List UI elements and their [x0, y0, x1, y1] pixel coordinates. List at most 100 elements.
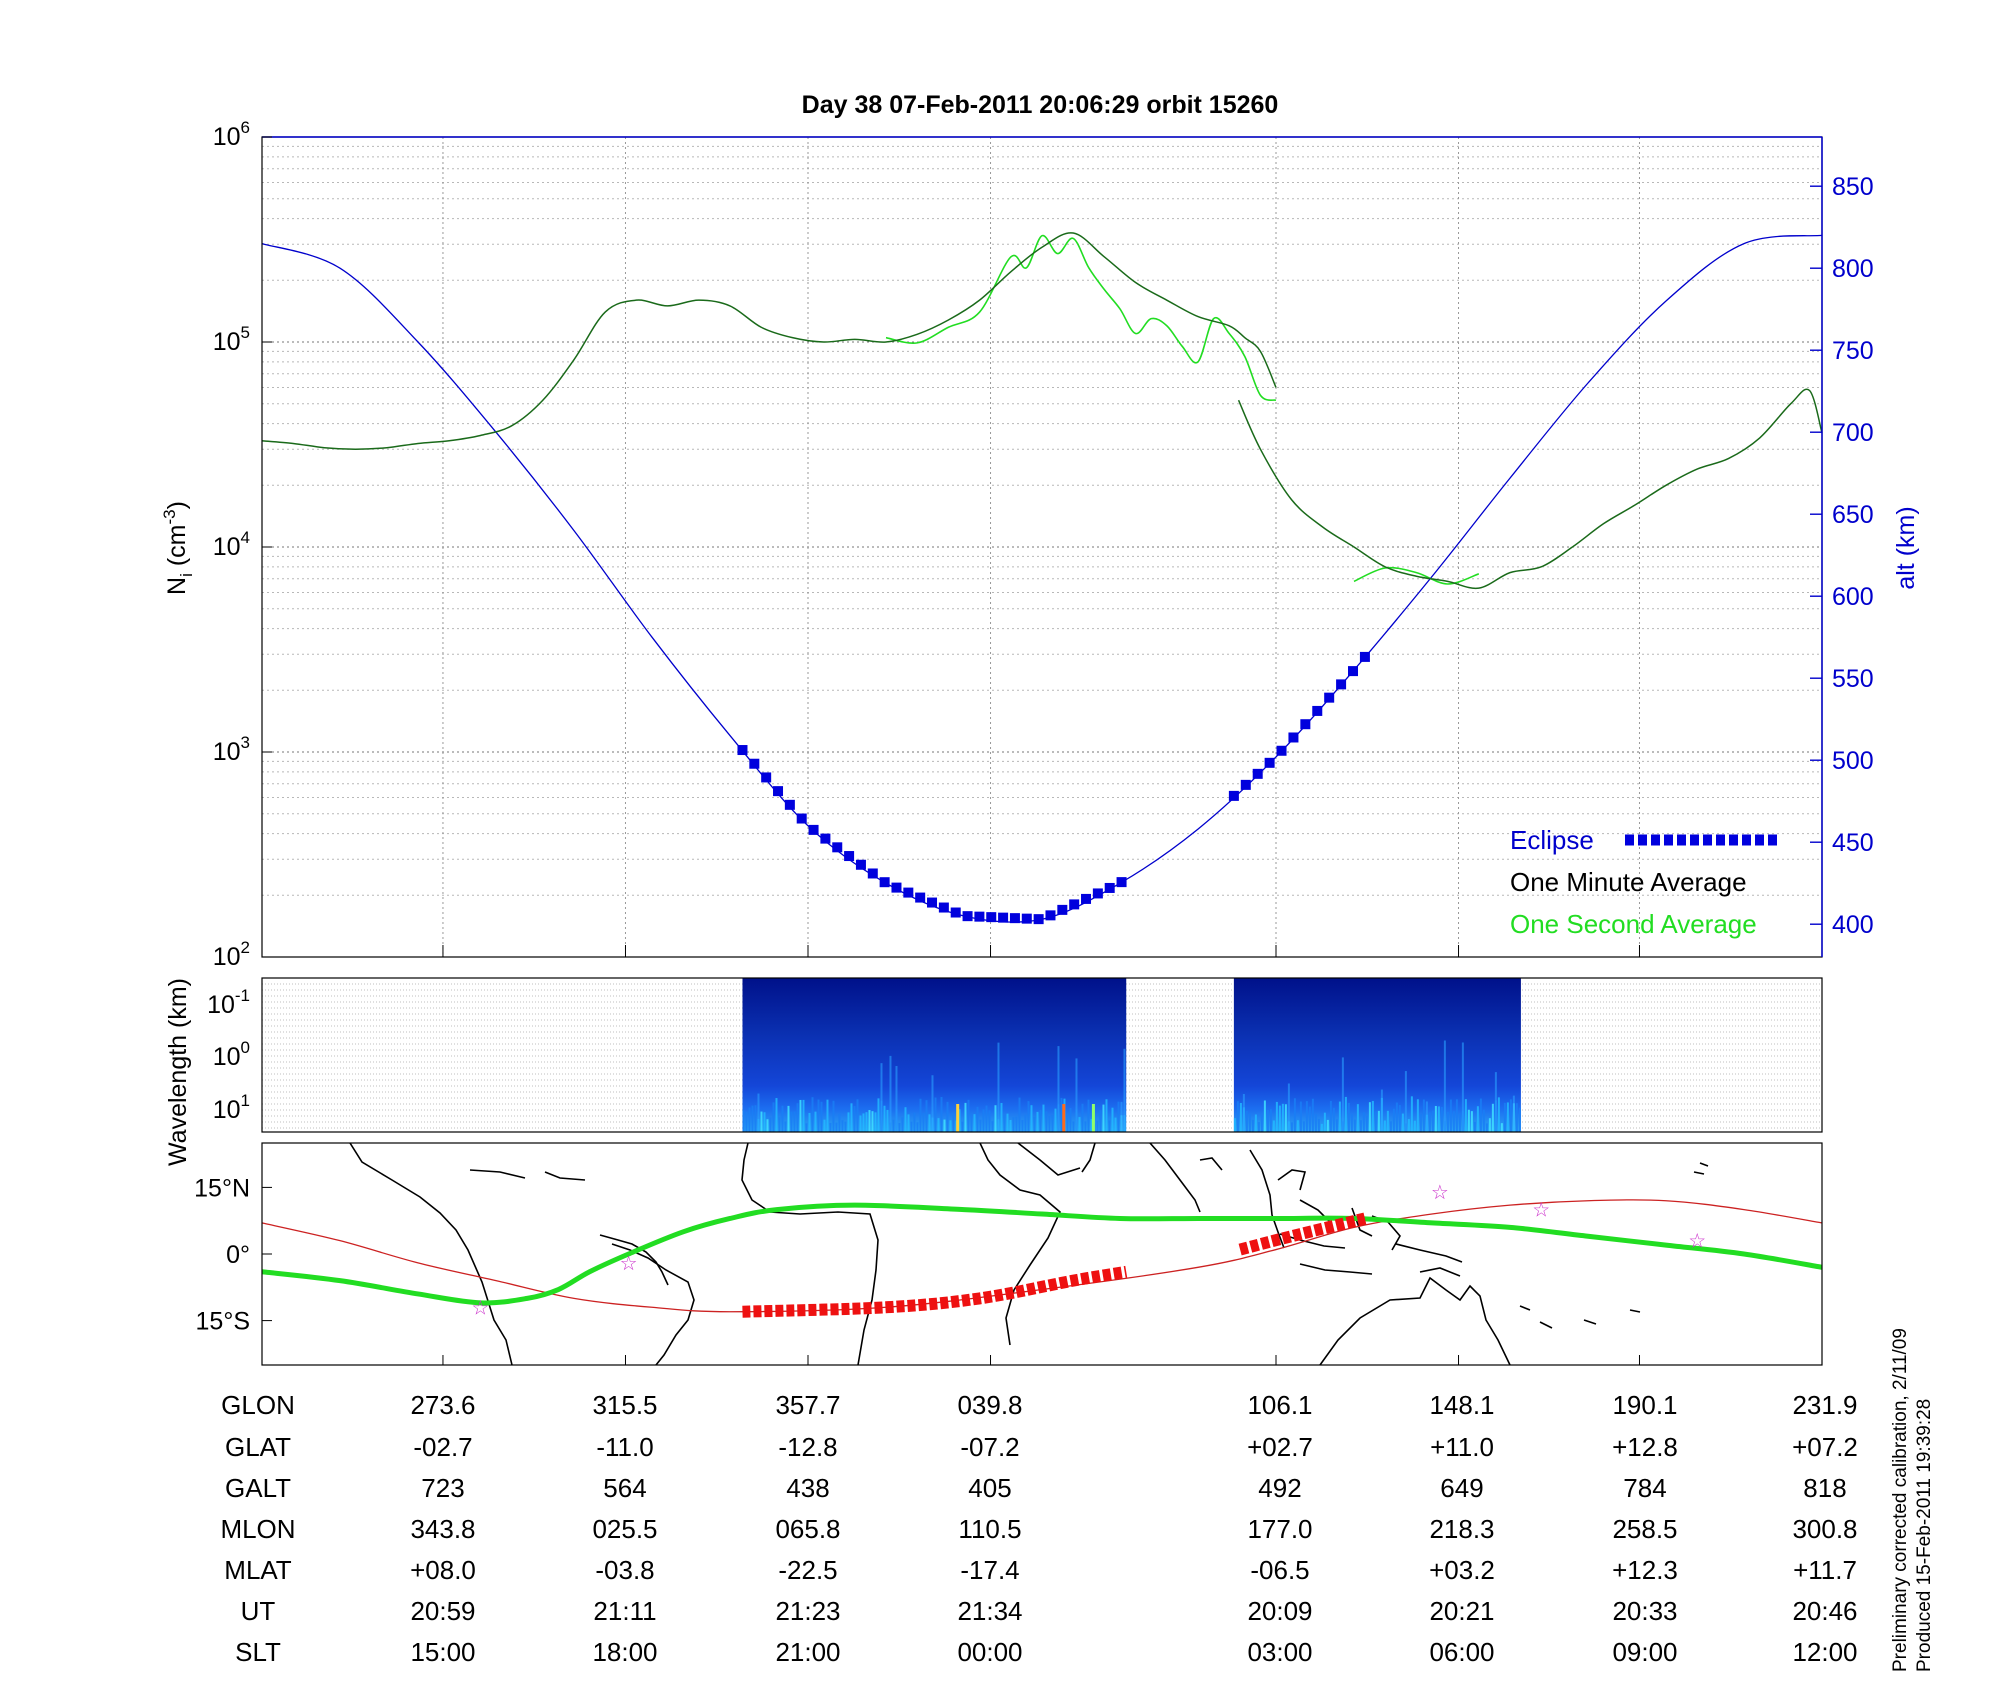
spectrogram-column — [1033, 1116, 1036, 1132]
eclipse-marker — [1252, 768, 1263, 779]
spectrogram-column — [1090, 1118, 1093, 1132]
spectrogram-column — [1332, 1107, 1335, 1132]
eclipse-marker — [974, 911, 985, 922]
table-row-label: SLT — [235, 1637, 281, 1667]
spectrogram-column — [1386, 1110, 1389, 1132]
spectrogram-streak — [1404, 1071, 1407, 1132]
spectrogram-column — [856, 1099, 859, 1132]
spectrogram-column — [766, 1119, 769, 1132]
spectrogram-column — [1317, 1118, 1320, 1132]
spectrogram-streak — [1461, 1042, 1464, 1132]
spectrogram-column — [1422, 1099, 1425, 1132]
spectrogram-column — [865, 1112, 868, 1132]
eclipse-marker — [761, 772, 772, 783]
coast-indonesia — [1299, 1243, 1463, 1277]
map-yticks: 15°N 0° 15°S — [194, 1174, 1640, 1365]
table-cell: 723 — [421, 1473, 464, 1503]
one-second-line — [885, 234, 1277, 402]
eclipse-marker — [1033, 914, 1044, 925]
eclipse-marker — [950, 907, 961, 918]
spectrogram-column — [1398, 1105, 1401, 1132]
altitude-tick-label: 850 — [1832, 173, 1874, 201]
legend-second-label: One Second Average — [1510, 909, 1757, 939]
altitude-tick-label: 500 — [1832, 747, 1874, 775]
spectrogram-column — [1506, 1102, 1509, 1132]
star-marker: ☆ — [620, 1253, 638, 1275]
spectrogram-column — [811, 1097, 814, 1132]
spectrogram-column — [754, 1105, 757, 1132]
spectrogram-column — [1350, 1114, 1353, 1132]
eclipse-marker — [915, 892, 926, 903]
footnote-produced: Produced 15-Feb-2011 19:39:28 — [1914, 1399, 1935, 1672]
table-row-label: GALT — [225, 1473, 291, 1503]
spectrogram-column — [760, 1111, 763, 1132]
spectrogram-column — [784, 1121, 787, 1132]
spectrogram-column — [1308, 1106, 1311, 1132]
table-cell: 03:00 — [1247, 1637, 1312, 1667]
table-cell: -03.8 — [595, 1555, 654, 1585]
spectrogram-streak — [1075, 1058, 1078, 1132]
spectrogram-column — [1518, 1107, 1521, 1132]
map-ytick-label: 15°S — [196, 1308, 250, 1336]
spectrogram-column — [820, 1101, 823, 1132]
star-marker: ☆ — [471, 1297, 489, 1319]
eclipse-marker — [784, 799, 795, 810]
table-cell: 564 — [603, 1473, 646, 1503]
spectrogram-column — [910, 1121, 913, 1132]
eclipse-marker — [1276, 745, 1287, 756]
spectrogram-column — [871, 1111, 874, 1132]
spectrogram-column — [1293, 1098, 1296, 1132]
spectrogram-hotspot — [956, 1104, 960, 1132]
eclipse-marker — [1288, 732, 1299, 743]
spectrogram-column — [1087, 1099, 1090, 1132]
map-tracks: ☆ ☆ ☆ ☆ ☆ — [261, 1182, 1823, 1319]
spectrogram-streak — [1512, 1095, 1515, 1132]
spectrogram-column — [1284, 1104, 1287, 1132]
table-cell: 20:46 — [1792, 1596, 1857, 1626]
eclipse-marker — [1264, 757, 1275, 768]
table-cell: 09:00 — [1612, 1637, 1677, 1667]
spectrogram-column — [853, 1106, 856, 1132]
eclipse-marker — [855, 859, 866, 870]
spectrogram-column — [1311, 1098, 1314, 1132]
table-cell: -02.7 — [413, 1432, 472, 1462]
spectrogram-column — [919, 1098, 922, 1132]
spectrogram-column — [1060, 1097, 1063, 1132]
spectrogram-column — [1431, 1110, 1434, 1132]
spectrogram-streak — [1123, 1048, 1126, 1132]
spectrogram-column — [928, 1114, 931, 1132]
eclipse-marker — [749, 758, 760, 769]
legend-minute-label: One Minute Average — [1510, 867, 1747, 897]
spectrogram-column — [1299, 1101, 1302, 1132]
spectrogram-column — [1012, 1117, 1015, 1132]
spectrogram-column — [943, 1119, 946, 1132]
spectrogram-column — [1368, 1102, 1371, 1132]
spectrogram-column — [1434, 1105, 1437, 1132]
spectrogram-frame — [261, 977, 1823, 1133]
spectrogram-column — [1233, 1118, 1236, 1132]
spectrogram-column — [1272, 1120, 1275, 1132]
table-cell: 357.7 — [775, 1390, 840, 1420]
coast-central-america — [349, 1142, 513, 1366]
spectrogram-column — [1377, 1110, 1380, 1132]
density-panel: 102 103 104 105 106 400 450 500 550 600 650 700 750… — [160, 118, 1920, 971]
spectrogram-column — [787, 1105, 790, 1132]
eclipse-marker — [1359, 651, 1370, 662]
table-cell: -22.5 — [778, 1555, 837, 1585]
density-series — [261, 232, 1823, 590]
table-cell: 20:59 — [410, 1596, 475, 1626]
star-marker: ☆ — [1688, 1231, 1706, 1253]
spectrogram-column — [1302, 1121, 1305, 1132]
density-yticks: 102 103 104 105 106 — [213, 118, 272, 971]
spectrogram-column — [1015, 1116, 1018, 1132]
table-cell: 18:00 — [592, 1637, 657, 1667]
spectrogram-ylabel: Wavelength (km) — [164, 978, 192, 1166]
spectrogram-column — [832, 1100, 835, 1132]
spectrogram-column — [1105, 1099, 1108, 1132]
spectrogram-column — [1371, 1100, 1374, 1132]
spectrogram-streak — [1341, 1057, 1344, 1132]
spectrogram-column — [1452, 1111, 1455, 1132]
spectrogram-column — [1437, 1106, 1440, 1132]
spectrogram-column — [1410, 1096, 1413, 1132]
table-cell: +08.0 — [410, 1555, 476, 1585]
